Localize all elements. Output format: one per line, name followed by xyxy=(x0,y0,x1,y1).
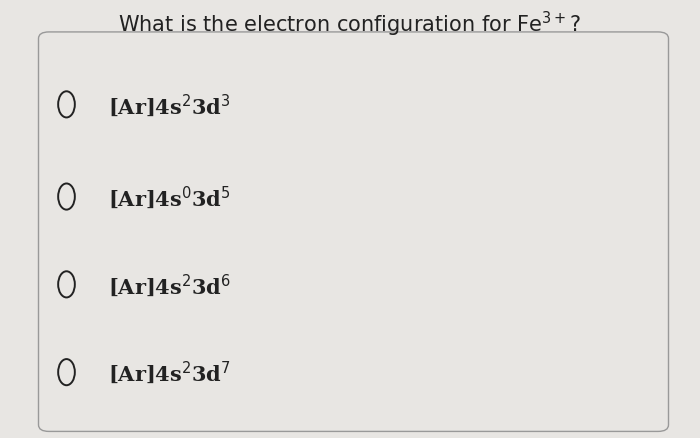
Text: [Ar]4s$^{2}$3d$^{6}$: [Ar]4s$^{2}$3d$^{6}$ xyxy=(108,272,232,298)
Text: [Ar]4s$^{2}$3d$^{7}$: [Ar]4s$^{2}$3d$^{7}$ xyxy=(108,359,231,385)
Text: [Ar]4s$^{2}$3d$^{3}$: [Ar]4s$^{2}$3d$^{3}$ xyxy=(108,92,231,118)
FancyBboxPatch shape xyxy=(38,33,668,431)
Text: [Ar]4s$^{0}$3d$^{5}$: [Ar]4s$^{0}$3d$^{5}$ xyxy=(108,184,231,210)
Text: What is the electron configuration for Fe$^{3+}$?: What is the electron configuration for F… xyxy=(118,10,582,39)
